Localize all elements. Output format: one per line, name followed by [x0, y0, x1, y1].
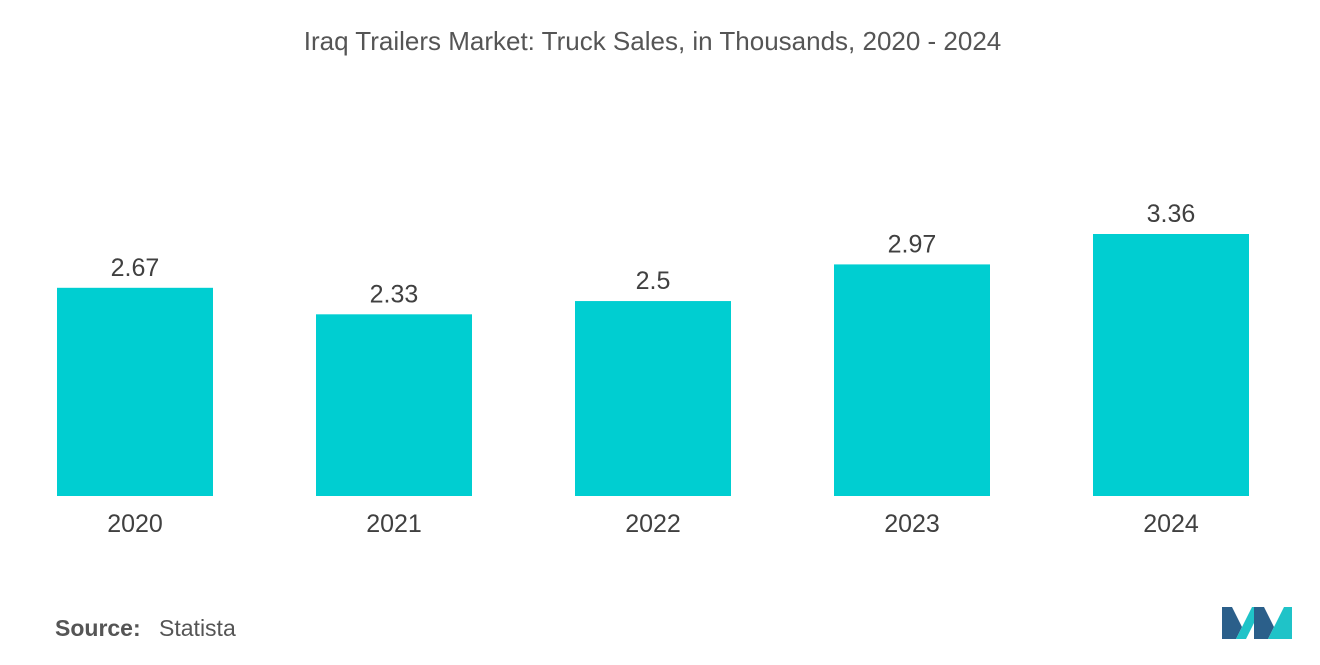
- x-axis-ticks-group: 2020 2021 2022 2023 2024: [107, 510, 1199, 538]
- x-tick-label-2024: 2024: [1143, 510, 1199, 538]
- x-tick-label-2020: 2020: [107, 510, 163, 538]
- source-line: Source: Statista: [55, 615, 236, 642]
- value-labels-group: 2.67 2.33 2.5 2.97 3.36: [111, 200, 1196, 308]
- mordor-logo-icon: [1222, 607, 1292, 639]
- value-label-2024: 3.36: [1147, 200, 1196, 228]
- x-tick-label-2023: 2023: [884, 510, 940, 538]
- x-tick-label-2022: 2022: [625, 510, 681, 538]
- source-label: Source:: [55, 615, 141, 641]
- x-tick-label-2021: 2021: [366, 510, 422, 538]
- value-label-2020: 2.67: [111, 254, 160, 282]
- source-value: Statista: [159, 615, 236, 641]
- bar-2023: [834, 264, 990, 496]
- value-label-2022: 2.5: [636, 267, 671, 295]
- bars-group: [57, 234, 1249, 496]
- value-label-2021: 2.33: [370, 280, 419, 308]
- chart-title: Iraq Trailers Market: Truck Sales, in Th…: [303, 26, 1002, 56]
- value-label-2023: 2.97: [888, 230, 937, 258]
- bar-2021: [316, 314, 472, 496]
- bar-chart: 2.67 2.33 2.5 2.97 3.36 2020 2021 2022 2023 2024: [57, 200, 1249, 538]
- bar-2024: [1093, 234, 1249, 496]
- bar-2020: [57, 287, 213, 496]
- bar-2022: [575, 301, 731, 496]
